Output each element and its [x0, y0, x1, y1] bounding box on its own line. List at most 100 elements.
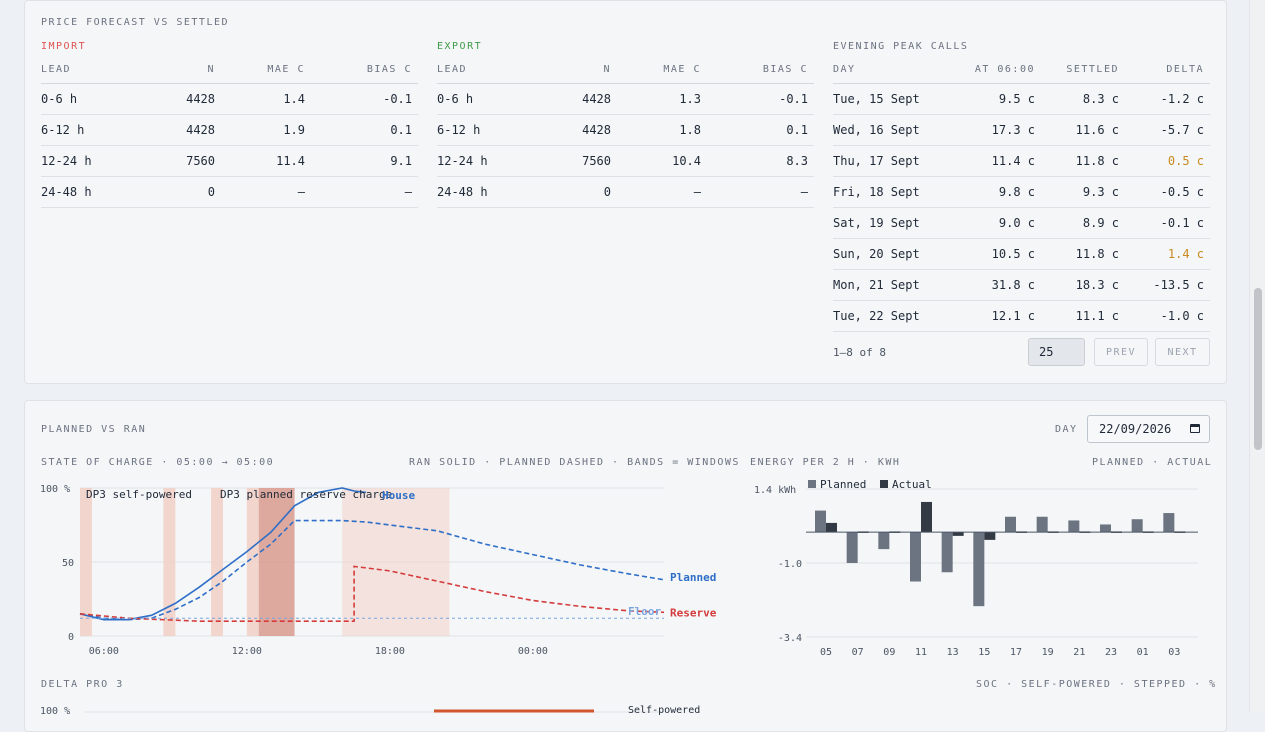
cell-bias: 0.1	[786, 123, 808, 137]
soc-line-label-reserve: Reserve	[670, 606, 717, 619]
energy-bar-planned	[1131, 519, 1143, 533]
date-picker[interactable]: 22/09/2026	[1087, 415, 1210, 443]
energy-bar-actual	[984, 532, 996, 540]
col-mae: MAE C	[267, 63, 305, 75]
energy-x-tick: 07	[852, 647, 864, 658]
price-forecast-card: PRICE FORECAST VS SETTLED IMPORT LEAD N …	[24, 0, 1227, 384]
energy-x-tick: 15	[978, 647, 990, 658]
delta-pro-title: DELTA PRO 3	[41, 679, 124, 690]
soc-band-label: DP3 planned reserve charge	[220, 488, 392, 501]
energy-x-tick: 09	[883, 647, 895, 658]
cell-lead: 12-24 h	[437, 154, 488, 168]
soc-window-band	[80, 488, 92, 636]
energy-x-tick: 05	[820, 647, 832, 658]
soc-y-tick: 100 %	[40, 484, 70, 495]
cell-delta: 1.4 c	[1167, 247, 1204, 261]
col-bias: BIAS C	[762, 63, 808, 75]
soc-x-tick: 06:00	[89, 646, 119, 657]
cell-settled: 9.3 c	[1082, 185, 1119, 199]
cell-bias: –	[800, 185, 808, 199]
table-row: Fri, 18 Sept 9.8 c 9.3 c -0.5 c	[833, 177, 1210, 208]
table-row: 6-12 h 4428 1.8 0.1	[437, 115, 814, 146]
dp-self-powered-label: Self-powered	[628, 705, 700, 716]
table-row: Thu, 17 Sept 11.4 c 11.8 c 0.5 c	[833, 146, 1210, 177]
cell-n: 7560	[582, 154, 611, 168]
col-bias: BIAS C	[366, 63, 412, 75]
energy-bar-planned	[846, 532, 858, 563]
cell-at: 17.3 c	[991, 123, 1035, 137]
cell-mae: 1.9	[283, 123, 305, 137]
cell-delta: -1.0 c	[1160, 309, 1204, 323]
cell-n: 0	[207, 185, 215, 199]
table-row: Mon, 21 Sept 31.8 c 18.3 c -13.5 c	[833, 270, 1210, 301]
table-row: 0-6 h 4428 1.3 -0.1	[437, 84, 814, 115]
col-day: DAY	[833, 63, 856, 75]
soc-band-label: DP3 self-powered	[86, 488, 192, 501]
cell-settled: 11.6 c	[1075, 123, 1119, 137]
energy-bar-planned	[910, 532, 921, 582]
cell-delta: -5.7 c	[1160, 123, 1204, 137]
cell-bias: 0.1	[390, 123, 412, 137]
soc-chart-legend-note: RAN SOLID · PLANNED DASHED · BANDS = WIN…	[409, 457, 740, 468]
table-row: 6-12 h 4428 1.9 0.1	[41, 115, 418, 146]
cell-settled: 8.9 c	[1082, 216, 1119, 230]
cell-lead: 0-6 h	[41, 92, 78, 106]
prev-button[interactable]: PREV	[1094, 338, 1148, 366]
cell-n: 0	[603, 185, 611, 199]
energy-bar-planned	[1068, 520, 1080, 533]
cell-mae: 1.3	[679, 92, 701, 106]
soc-window-band	[246, 488, 259, 636]
date-value: 22/09/2026	[1099, 422, 1172, 436]
import-header-row: LEAD N MAE C BIAS C	[41, 55, 418, 84]
energy-x-tick: 01	[1137, 647, 1149, 658]
table-row: Tue, 22 Sept 12.1 c 11.1 c -1.0 c	[833, 301, 1210, 332]
energy-legend-actual-swatch	[880, 480, 888, 488]
soc-chart: 100 % 50 0 06:00 12:00 18:00 00:00 DP3 self-pow…	[40, 484, 717, 657]
cell-bias: –	[404, 185, 412, 199]
energy-chart-title: ENERGY PER 2 H · KWH	[750, 457, 901, 468]
calendar-icon[interactable]	[1190, 424, 1200, 433]
table-row: 24-48 h 0 – –	[437, 177, 814, 208]
cell-lead: 24-48 h	[437, 185, 488, 199]
col-n: N	[207, 63, 215, 75]
soc-window-band	[163, 488, 176, 636]
energy-x-tick: 21	[1073, 647, 1085, 658]
cell-settled: 18.3 c	[1075, 278, 1119, 292]
cell-mae: 1.4	[283, 92, 305, 106]
delta-pro-chart: 100 % Self-powered	[40, 705, 700, 717]
energy-bar-planned	[973, 532, 985, 607]
col-mae: MAE C	[663, 63, 701, 75]
col-n: N	[603, 63, 611, 75]
soc-line-label-planned: Planned	[670, 571, 716, 584]
scrollbar[interactable]	[1249, 0, 1265, 712]
table-row: Wed, 16 Sept 17.3 c 11.6 c -5.7 c	[833, 115, 1210, 146]
col-at: AT 06:00	[974, 63, 1035, 75]
soc-line-label-floor: Floor	[628, 605, 661, 618]
planned-vs-ran-card: PLANNED VS RAN DAY 22/09/2026 STATE OF C…	[24, 400, 1227, 732]
cell-mae: 11.4	[276, 154, 305, 168]
scrollbar-thumb[interactable]	[1254, 288, 1262, 450]
soc-chart-title: STATE OF CHARGE · 05:00 → 05:00	[41, 457, 275, 468]
table-row: 0-6 h 4428 1.4 -0.1	[41, 84, 418, 115]
cell-day: Sat, 19 Sept	[833, 216, 920, 230]
soc-window-band	[211, 488, 224, 636]
cell-n: 7560	[186, 154, 215, 168]
cell-settled: 11.8 c	[1075, 247, 1119, 261]
table-row: 12-24 h 7560 10.4 8.3	[437, 146, 814, 177]
soc-y-tick: 0	[68, 632, 74, 643]
cell-at: 9.5 c	[998, 92, 1035, 106]
energy-bar-planned	[941, 532, 953, 573]
next-button[interactable]: NEXT	[1155, 338, 1210, 366]
cell-at: 10.5 c	[991, 247, 1035, 261]
soc-window-band	[258, 488, 295, 636]
col-lead: LEAD	[41, 63, 72, 75]
cell-delta: 0.5 c	[1167, 154, 1204, 168]
cell-lead: 6-12 h	[437, 123, 481, 137]
peak-calls-header-row: DAY AT 06:00 SETTLED DELTA	[833, 55, 1210, 84]
cell-day: Wed, 16 Sept	[833, 123, 920, 137]
energy-bar-actual	[952, 532, 964, 536]
cell-delta: -13.5 c	[1153, 278, 1204, 292]
page-size-input[interactable]	[1028, 338, 1085, 366]
energy-bar-actual	[826, 522, 837, 533]
price-forecast-title: PRICE FORECAST VS SETTLED	[41, 17, 230, 28]
